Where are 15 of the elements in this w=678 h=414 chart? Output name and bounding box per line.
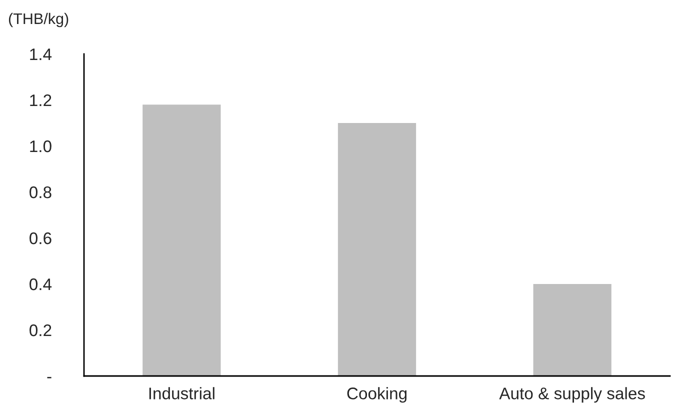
y-tick-label: 1.0 [30, 140, 52, 152]
y-axis-title: (THB/kg) [8, 12, 68, 28]
bar [142, 104, 221, 376]
y-tick-label: 0.2 [30, 324, 52, 336]
bar [338, 123, 416, 376]
y-tick-label: - [47, 376, 52, 378]
x-tick-label: Auto & supply sales [499, 387, 645, 403]
y-tick-label: 1.2 [30, 94, 52, 106]
x-tick-label: Cooking [347, 387, 406, 403]
y-tick-label: 0.6 [30, 232, 52, 244]
y-tick-label: 1.4 [30, 48, 52, 60]
y-tick-label: 0.8 [30, 186, 52, 198]
bar [533, 284, 612, 376]
y-tick-label: 0.4 [30, 278, 52, 290]
x-tick-label: Industrial [149, 387, 214, 400]
